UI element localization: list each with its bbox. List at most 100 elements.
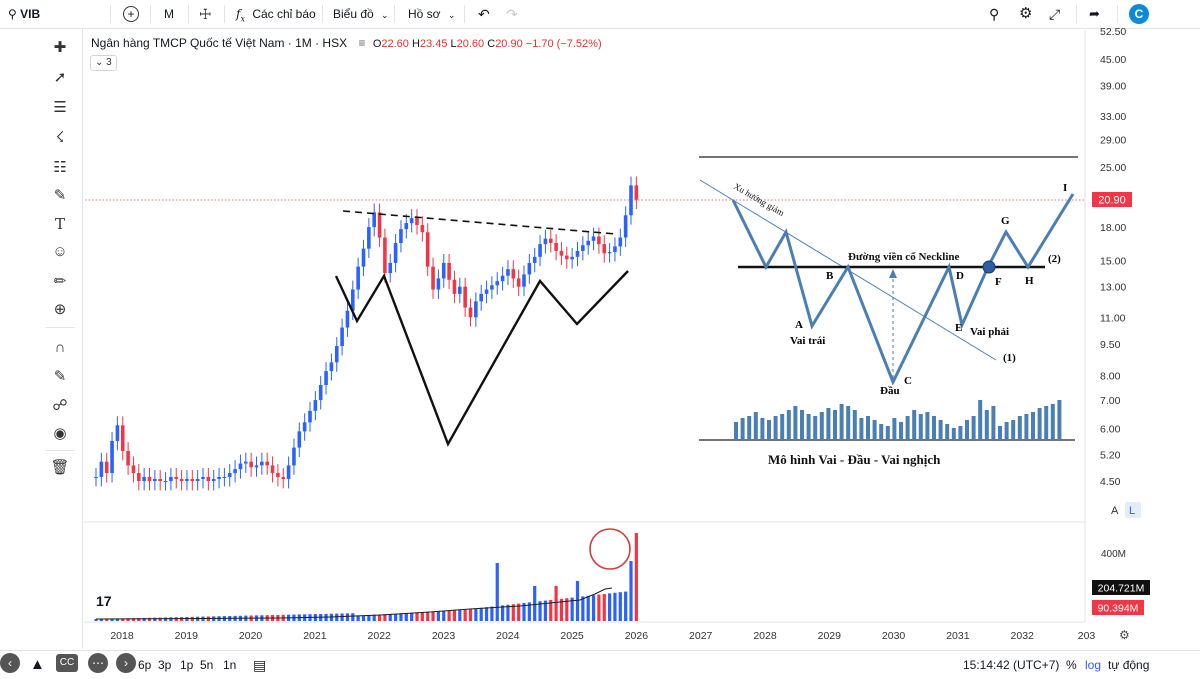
change-value: −1.70 (−7.52%) xyxy=(525,38,602,50)
cc-icon[interactable]: CC xyxy=(56,654,78,672)
diagram-volume-bar-30 xyxy=(932,416,936,440)
warning-icon[interactable]: ▲ xyxy=(30,656,45,673)
eye-icon[interactable]: ◉ xyxy=(53,425,67,442)
volume-bar-22 xyxy=(212,616,216,621)
fullscreen-icon[interactable]: ⤢ xyxy=(1049,6,1061,22)
indicators-collapse-button[interactable]: ⌄ 3 xyxy=(90,55,117,71)
diagram-volume-bar-13 xyxy=(819,412,824,440)
volume-badge-label: 204.721M xyxy=(1098,583,1145,595)
volume-bar-36 xyxy=(287,614,291,621)
chart-menu-button[interactable]: Biểu đồ ⌄ xyxy=(333,4,389,24)
text-tool-icon[interactable]: T xyxy=(54,215,65,233)
volume-bar-88 xyxy=(565,598,569,621)
diagram-volume-bar-43 xyxy=(1017,416,1022,440)
range-1n[interactable]: 1n xyxy=(223,658,237,672)
price-tick-2: 39.00 xyxy=(1100,80,1126,92)
percent-toggle[interactable]: % xyxy=(1066,658,1077,672)
emoji-icon[interactable]: ☺ xyxy=(52,243,68,260)
time-tick-12: 2030 xyxy=(882,630,906,642)
volume-bar-43 xyxy=(324,613,328,621)
candle-body-95 xyxy=(602,244,607,254)
back-icon[interactable]: ‹ xyxy=(0,653,20,673)
time-tick-1: 2019 xyxy=(175,630,199,642)
time-tick-0: 2018 xyxy=(110,630,134,642)
ruler-icon[interactable]: ✏ xyxy=(53,273,67,290)
share-icon[interactable]: ➦ xyxy=(1089,6,1100,21)
volume-bar-19 xyxy=(196,616,200,621)
clock-time[interactable]: 15:14:42 (UTC+7) xyxy=(963,658,1060,672)
undo-icon[interactable]: ↶ xyxy=(478,6,490,22)
magnet-icon[interactable]: ∩ xyxy=(54,339,66,356)
range-6p[interactable]: 6p xyxy=(138,658,152,672)
candle-body-92 xyxy=(586,240,590,246)
symbol-search-button[interactable]: ⚲ VIB xyxy=(8,4,40,24)
time-tick-3: 2021 xyxy=(303,630,327,642)
compare-add-icon[interactable]: + xyxy=(123,4,139,24)
diagram-volume-bar-4 xyxy=(760,418,765,440)
price-tick-7: 15.00 xyxy=(1100,255,1126,267)
time-tick-15: 203 xyxy=(1078,630,1096,642)
brush-icon[interactable]: ✎ xyxy=(53,187,67,204)
volume-bar-99 xyxy=(624,591,628,621)
candle-body-36 xyxy=(286,465,291,479)
candle-body-42 xyxy=(318,385,323,401)
trash-icon[interactable]: 🗑 xyxy=(50,459,70,476)
volume-bar-35 xyxy=(281,614,285,621)
volume-badge xyxy=(1092,580,1150,595)
calendar-icon[interactable]: ▤ xyxy=(253,657,267,673)
point-b: B xyxy=(826,270,834,282)
price-tick-6: 18.00 xyxy=(1100,222,1126,234)
volume-bar-26 xyxy=(233,615,237,621)
volume-bar-64 xyxy=(436,611,440,621)
range-1p[interactable]: 1p xyxy=(180,658,194,672)
ohlc-toggle[interactable]: ≡ xyxy=(358,36,366,50)
interval-button[interactable]: M xyxy=(164,7,174,21)
top-toolbar: ⚲ VIB + M ☩ fx Các chỉ báo Biểu đồ ⌄ Hồ … xyxy=(0,0,1200,29)
indicators-button[interactable]: fx Các chỉ báo xyxy=(236,4,316,24)
diagram-volume-bar-8 xyxy=(786,410,791,440)
volume-bar-25 xyxy=(228,616,232,621)
diagram-volume-bar-23 xyxy=(885,426,890,440)
volume-bar-95 xyxy=(602,594,606,621)
fib-lines-icon[interactable]: ☰ xyxy=(53,99,67,116)
gear-icon[interactable]: ⚙ xyxy=(1019,5,1033,22)
volume-bar-62 xyxy=(426,611,430,621)
head-label: Đầu xyxy=(880,385,900,397)
app-logo-icon[interactable]: C xyxy=(1129,4,1149,24)
volume-bar-13 xyxy=(163,617,168,621)
redo-icon[interactable]: ↷ xyxy=(506,6,518,22)
volume-bar-44 xyxy=(329,613,333,621)
range-3p[interactable]: 3p xyxy=(158,658,172,672)
auto-toggle[interactable]: tự động xyxy=(1108,658,1150,672)
volume-bar-63 xyxy=(431,611,435,621)
diagram-volume-bar-36 xyxy=(971,416,976,440)
profile-menu-button[interactable]: Hồ sơ ⌄ xyxy=(408,4,455,24)
candle-body-37 xyxy=(292,447,296,466)
zoom-in-icon[interactable]: ⊕ xyxy=(53,301,67,318)
projection-icon[interactable]: ☷ xyxy=(53,159,67,176)
volume-bar-30 xyxy=(254,615,259,621)
auto-scale-button: A xyxy=(1111,505,1119,517)
trend-line-icon[interactable]: ➚ xyxy=(53,69,67,86)
lock-icon[interactable]: ☍ xyxy=(52,397,68,414)
diagram-volume-bar-46 xyxy=(1037,408,1042,440)
candle-style-icon[interactable]: ☩ xyxy=(199,6,212,22)
lock-drawing-icon[interactable]: ✎ xyxy=(53,368,67,385)
candle-body-38 xyxy=(297,431,302,448)
snapshot-search-icon[interactable]: ⚲ xyxy=(989,6,1000,22)
volume-bar-3 xyxy=(110,618,114,621)
candle-body-51 xyxy=(367,227,371,249)
volume-bar-83 xyxy=(538,601,542,621)
forward-icon[interactable]: › xyxy=(116,653,136,673)
open-value: 22.60 xyxy=(381,38,409,50)
candle-body-29 xyxy=(249,461,253,468)
range-5n[interactable]: 5n xyxy=(200,658,214,672)
crosshair-icon[interactable]: ✚ xyxy=(53,39,67,56)
log-toggle[interactable]: log xyxy=(1085,658,1102,672)
price-axis: 52.5045.0039.0033.0029.0025.0018.0015.00… xyxy=(1100,26,1126,488)
more-icon[interactable]: ⋯ xyxy=(88,653,108,673)
pattern-icon[interactable]: ☇ xyxy=(55,129,65,146)
instrument-title: Ngân hàng TMCP Quốc tế Việt Nam · 1M · H… xyxy=(91,36,348,50)
candle-body-73 xyxy=(484,289,489,294)
